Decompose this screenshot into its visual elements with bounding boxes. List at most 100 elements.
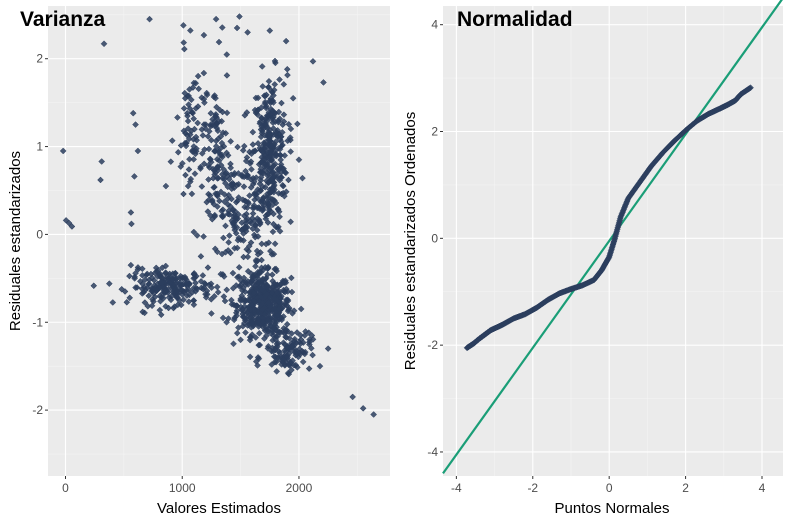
data-point xyxy=(242,329,249,336)
data-point xyxy=(254,94,262,102)
data-point xyxy=(265,83,272,91)
data-point xyxy=(181,89,189,97)
data-point xyxy=(253,190,261,198)
data-point xyxy=(268,271,276,279)
data-point xyxy=(251,222,259,229)
data-point xyxy=(250,202,258,209)
data-point xyxy=(162,182,170,190)
data-point xyxy=(265,239,273,247)
data-point xyxy=(283,65,291,73)
data-point xyxy=(285,361,293,369)
data-point xyxy=(197,163,204,171)
data-point xyxy=(359,405,367,412)
data-point xyxy=(254,354,262,361)
data-point xyxy=(134,266,142,273)
data-point xyxy=(207,212,214,219)
data-point xyxy=(272,296,279,304)
data-point xyxy=(249,214,256,222)
data-point xyxy=(167,158,175,165)
data-point xyxy=(201,99,208,106)
data-point xyxy=(223,286,231,294)
data-point xyxy=(191,125,198,133)
data-point xyxy=(288,342,296,350)
data-point xyxy=(174,114,181,121)
data-point xyxy=(208,196,216,204)
data-point xyxy=(156,271,164,279)
data-point xyxy=(224,183,232,191)
data-point xyxy=(279,356,287,363)
data-point xyxy=(242,167,249,175)
data-point xyxy=(281,362,289,369)
data-point xyxy=(264,271,271,279)
data-point xyxy=(276,213,283,221)
data-point xyxy=(273,343,281,350)
data-point xyxy=(277,156,285,164)
data-point xyxy=(243,223,251,231)
data-point xyxy=(207,156,214,164)
data-point xyxy=(257,197,264,205)
data-point xyxy=(182,275,189,282)
data-point xyxy=(188,96,195,104)
data-point xyxy=(260,194,267,201)
data-point xyxy=(199,132,207,139)
data-point xyxy=(198,150,206,157)
data-point xyxy=(230,316,238,324)
data-point xyxy=(272,336,279,344)
data-point xyxy=(206,192,214,199)
data-point xyxy=(283,334,290,341)
data-point xyxy=(200,160,208,168)
data-point xyxy=(285,306,293,314)
data-point xyxy=(297,305,305,313)
data-point xyxy=(320,79,327,86)
data-point xyxy=(295,156,303,164)
data-point xyxy=(257,249,264,256)
data-point xyxy=(190,275,198,282)
data-point xyxy=(254,362,261,369)
data-point xyxy=(186,178,194,186)
data-point xyxy=(240,183,248,191)
data-point xyxy=(260,202,268,209)
data-point xyxy=(278,142,285,150)
data-point xyxy=(214,203,221,210)
data-point xyxy=(223,169,230,177)
data-point xyxy=(272,59,279,67)
data-point xyxy=(268,188,275,196)
data-point xyxy=(235,264,243,271)
data-point xyxy=(255,323,263,330)
data-point xyxy=(189,288,196,296)
data-point xyxy=(223,72,231,79)
data-point xyxy=(193,285,201,293)
data-point xyxy=(186,27,194,34)
x-tick-label: -4 xyxy=(451,481,462,495)
x-tick-label: 0 xyxy=(606,481,613,495)
data-point xyxy=(251,147,259,155)
data-point xyxy=(162,303,170,310)
data-point xyxy=(139,280,147,288)
data-point xyxy=(177,286,185,294)
data-point xyxy=(246,292,254,299)
data-point xyxy=(226,232,233,239)
data-point xyxy=(222,222,229,230)
data-point xyxy=(133,284,141,291)
data-point xyxy=(171,303,178,311)
data-point xyxy=(150,298,157,305)
data-point xyxy=(227,160,234,168)
data-point xyxy=(229,206,237,214)
data-point xyxy=(238,219,246,227)
data-point xyxy=(309,57,317,65)
data-point xyxy=(145,292,153,300)
data-point xyxy=(266,27,274,34)
data-point xyxy=(263,124,271,132)
data-point xyxy=(243,215,251,222)
variance-gridlines xyxy=(48,6,390,476)
data-point xyxy=(255,329,263,337)
data-point xyxy=(184,182,192,190)
data-point xyxy=(220,234,227,242)
data-point xyxy=(207,295,215,303)
data-point xyxy=(186,155,193,163)
data-point xyxy=(205,145,213,153)
data-point xyxy=(267,157,275,164)
data-point xyxy=(208,310,215,317)
data-point xyxy=(277,294,284,302)
